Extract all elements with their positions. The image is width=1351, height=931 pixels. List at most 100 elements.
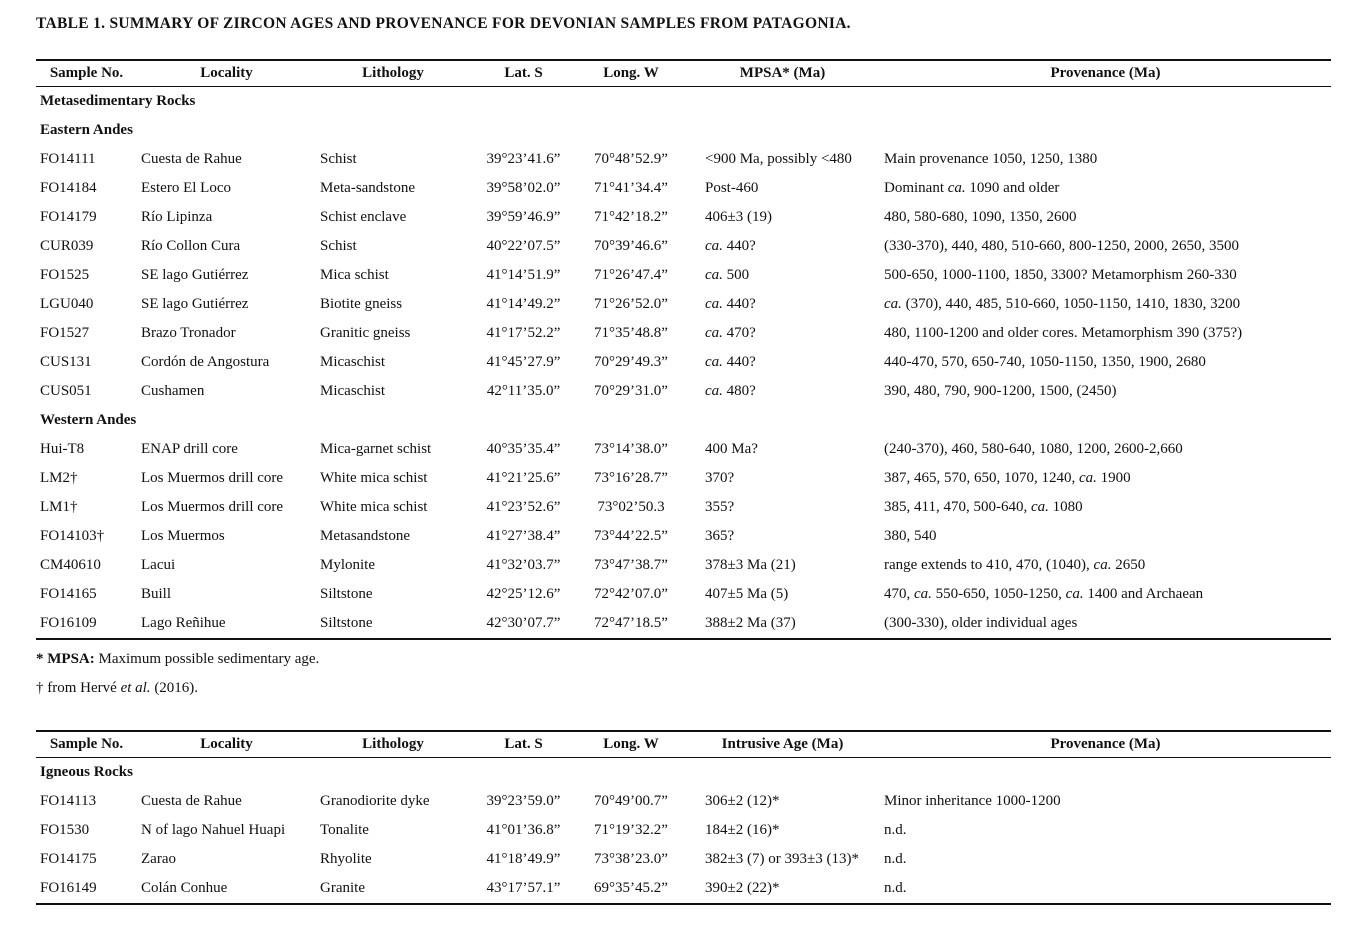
cell-locality: Cuesta de Rahue bbox=[141, 793, 242, 809]
metasedimentary-rocks-block: Sample No. Locality Lithology Lat. S Long. W… bbox=[36, 59, 1331, 698]
cell-locality: Estero El Loco bbox=[141, 180, 231, 196]
cell-long-w: 70°29’49.3” bbox=[594, 354, 668, 370]
table-row: FO14175 Zarao Rhyolite 41°18’49.9” 73°38’23.… bbox=[36, 845, 1331, 874]
table-row: FO14179 Río Lipinza Schist enclave 39°59’46… bbox=[36, 203, 1331, 232]
cell-long-w: 72°42’07.0” bbox=[594, 586, 668, 602]
cell-locality: Los Muermos drill core bbox=[141, 470, 284, 486]
column-header-lithology: Lithology bbox=[316, 60, 470, 87]
cell-sample-no: LM2† bbox=[40, 470, 78, 486]
cell-provenance: 500-650, 1000-1100, 1850, 3300? Metamorp… bbox=[884, 267, 1237, 283]
cell-lat-s: 41°14’51.9” bbox=[486, 267, 561, 283]
cell-long-w: 71°26’47.4” bbox=[594, 267, 668, 283]
cell-provenance: (330-370), 440, 480, 510-660, 800-1250, … bbox=[884, 238, 1239, 254]
cell-provenance: n.d. bbox=[884, 851, 907, 867]
cell-locality: ENAP drill core bbox=[141, 441, 238, 457]
cell-lithology: Siltstone bbox=[320, 615, 373, 631]
cell-age: ca. 440? bbox=[705, 296, 756, 312]
table-row: FO1530 N of lago Nahuel Huapi Tonalite 41°0… bbox=[36, 816, 1331, 845]
igneous-rocks-table: Sample No. Locality Lithology Lat. S Long. W… bbox=[36, 730, 1331, 905]
cell-provenance: 387, 465, 570, 650, 1070, 1240, ca. 1900 bbox=[884, 470, 1131, 486]
cell-lat-s: 41°14’49.2” bbox=[486, 296, 561, 312]
cell-age: 378±3 Ma (21) bbox=[705, 557, 796, 573]
cell-sample-no: FO1525 bbox=[40, 267, 90, 283]
column-header-age: MPSA* (Ma) bbox=[685, 60, 880, 87]
table-row: CUS051 Cushamen Micaschist 42°11’35.0” 70°29… bbox=[36, 377, 1331, 406]
cell-provenance: Dominant ca. 1090 and older bbox=[884, 180, 1060, 196]
cell-provenance: 385, 411, 470, 500-640, ca. 1080 bbox=[884, 499, 1083, 515]
cell-lat-s: 40°35’35.4” bbox=[486, 441, 561, 457]
cell-lat-s: 41°01’36.8” bbox=[486, 822, 561, 838]
cell-lithology: Micaschist bbox=[320, 383, 385, 399]
cell-provenance: (300-330), older individual ages bbox=[884, 615, 1078, 631]
cell-provenance: 390, 480, 790, 900-1200, 1500, (2450) bbox=[884, 383, 1117, 399]
cell-lat-s: 41°45’27.9” bbox=[486, 354, 561, 370]
cell-lithology: Meta-sandstone bbox=[320, 180, 415, 196]
cell-age: 407±5 Ma (5) bbox=[705, 586, 789, 602]
cell-provenance: 440-470, 570, 650-740, 1050-1150, 1350, … bbox=[884, 354, 1206, 370]
cell-locality: Zarao bbox=[141, 851, 176, 867]
cell-long-w: 73°44’22.5” bbox=[594, 528, 668, 544]
cell-provenance: 480, 1100-1200 and older cores. Metamorp… bbox=[884, 325, 1243, 341]
table-row: FO14113 Cuesta de Rahue Granodiorite dyke 3… bbox=[36, 787, 1331, 816]
section-row: Metasedimentary Rocks bbox=[36, 87, 1331, 117]
cell-locality: Buill bbox=[141, 586, 172, 602]
table-title: TABLE 1. SUMMARY OF ZIRCON AGES AND PROV… bbox=[36, 15, 851, 32]
table-row: FO16149 Colán Conhue Granite 43°17’57.1” 69°… bbox=[36, 874, 1331, 904]
cell-lithology: Siltstone bbox=[320, 586, 373, 602]
cell-age: Post-460 bbox=[705, 180, 759, 196]
cell-age: ca. 440? bbox=[705, 238, 756, 254]
cell-long-w: 71°35’48.8” bbox=[594, 325, 668, 341]
table-row: FO14184 Estero El Loco Meta-sandstone 39°58… bbox=[36, 174, 1331, 203]
cell-sample-no: CM40610 bbox=[40, 557, 101, 573]
cell-sample-no: CUR039 bbox=[40, 238, 94, 254]
cell-age: 306±2 (12)* bbox=[705, 793, 780, 809]
section-label: Metasedimentary Rocks bbox=[40, 93, 196, 109]
cell-age: 365? bbox=[705, 528, 735, 544]
cell-sample-no: FO14111 bbox=[40, 151, 96, 167]
table-row: CM40610 Lacui Mylonite 41°32’03.7” 73°47’38.… bbox=[36, 551, 1331, 580]
cell-provenance: range extends to 410, 470, (1040), ca. 2… bbox=[884, 557, 1146, 573]
cell-lithology: Schist enclave bbox=[320, 209, 407, 225]
cell-provenance: Minor inheritance 1000-1200 bbox=[884, 793, 1061, 809]
cell-sample-no: FO14179 bbox=[40, 209, 97, 225]
cell-long-w: 70°29’31.0” bbox=[594, 383, 668, 399]
cell-locality: Río Collon Cura bbox=[141, 238, 241, 254]
column-header-age: Intrusive Age (Ma) bbox=[685, 731, 880, 758]
cell-lat-s: 39°58’02.0” bbox=[486, 180, 561, 196]
cell-locality: Cuesta de Rahue bbox=[141, 151, 242, 167]
cell-age: 390±2 (22)* bbox=[705, 880, 780, 896]
cell-locality: Los Muermos drill core bbox=[141, 499, 284, 515]
cell-age: 184±2 (16)* bbox=[705, 822, 780, 838]
cell-provenance: 470, ca. 550-650, 1050-1250, ca. 1400 an… bbox=[884, 586, 1204, 602]
cell-lat-s: 41°23’52.6” bbox=[486, 499, 561, 515]
cell-provenance: Main provenance 1050, 1250, 1380 bbox=[884, 151, 1098, 167]
column-header-sample-no: Sample No. bbox=[36, 731, 137, 758]
cell-locality: Los Muermos bbox=[141, 528, 225, 544]
cell-locality: SE lago Gutiérrez bbox=[141, 267, 249, 283]
cell-lithology: Granodiorite dyke bbox=[320, 793, 430, 809]
table-row: FO1527 Brazo Tronador Granitic gneiss 41°17… bbox=[36, 319, 1331, 348]
cell-locality: Colán Conhue bbox=[141, 880, 228, 896]
cell-provenance: n.d. bbox=[884, 822, 907, 838]
table-row: LM2† Los Muermos drill core White mica sch… bbox=[36, 464, 1331, 493]
column-header-long-w: Long. W bbox=[577, 731, 685, 758]
cell-long-w: 71°42’18.2” bbox=[594, 209, 668, 225]
cell-long-w: 71°41’34.4” bbox=[594, 180, 668, 196]
cell-locality: Cordón de Angostura bbox=[141, 354, 270, 370]
column-header-long-w: Long. W bbox=[577, 60, 685, 87]
cell-lat-s: 43°17’57.1” bbox=[486, 880, 561, 896]
footnote: * MPSA: Maximum possible sedimentary age… bbox=[36, 651, 320, 667]
cell-long-w: 70°48’52.9” bbox=[594, 151, 668, 167]
footnote: † from Hervé et al. (2016). bbox=[36, 680, 199, 696]
cell-lat-s: 39°23’41.6” bbox=[486, 151, 561, 167]
cell-provenance: n.d. bbox=[884, 880, 907, 896]
metasedimentary-rocks-table: Sample No. Locality Lithology Lat. S Long. W… bbox=[36, 59, 1331, 640]
cell-age: 400 Ma? bbox=[705, 441, 758, 457]
column-header-provenance: Provenance (Ma) bbox=[880, 60, 1331, 87]
cell-sample-no: FO16149 bbox=[40, 880, 97, 896]
cell-long-w: 69°35’45.2” bbox=[594, 880, 668, 896]
cell-lithology: Granite bbox=[320, 880, 365, 896]
column-header-provenance: Provenance (Ma) bbox=[880, 731, 1331, 758]
cell-sample-no: LM1† bbox=[40, 499, 78, 515]
